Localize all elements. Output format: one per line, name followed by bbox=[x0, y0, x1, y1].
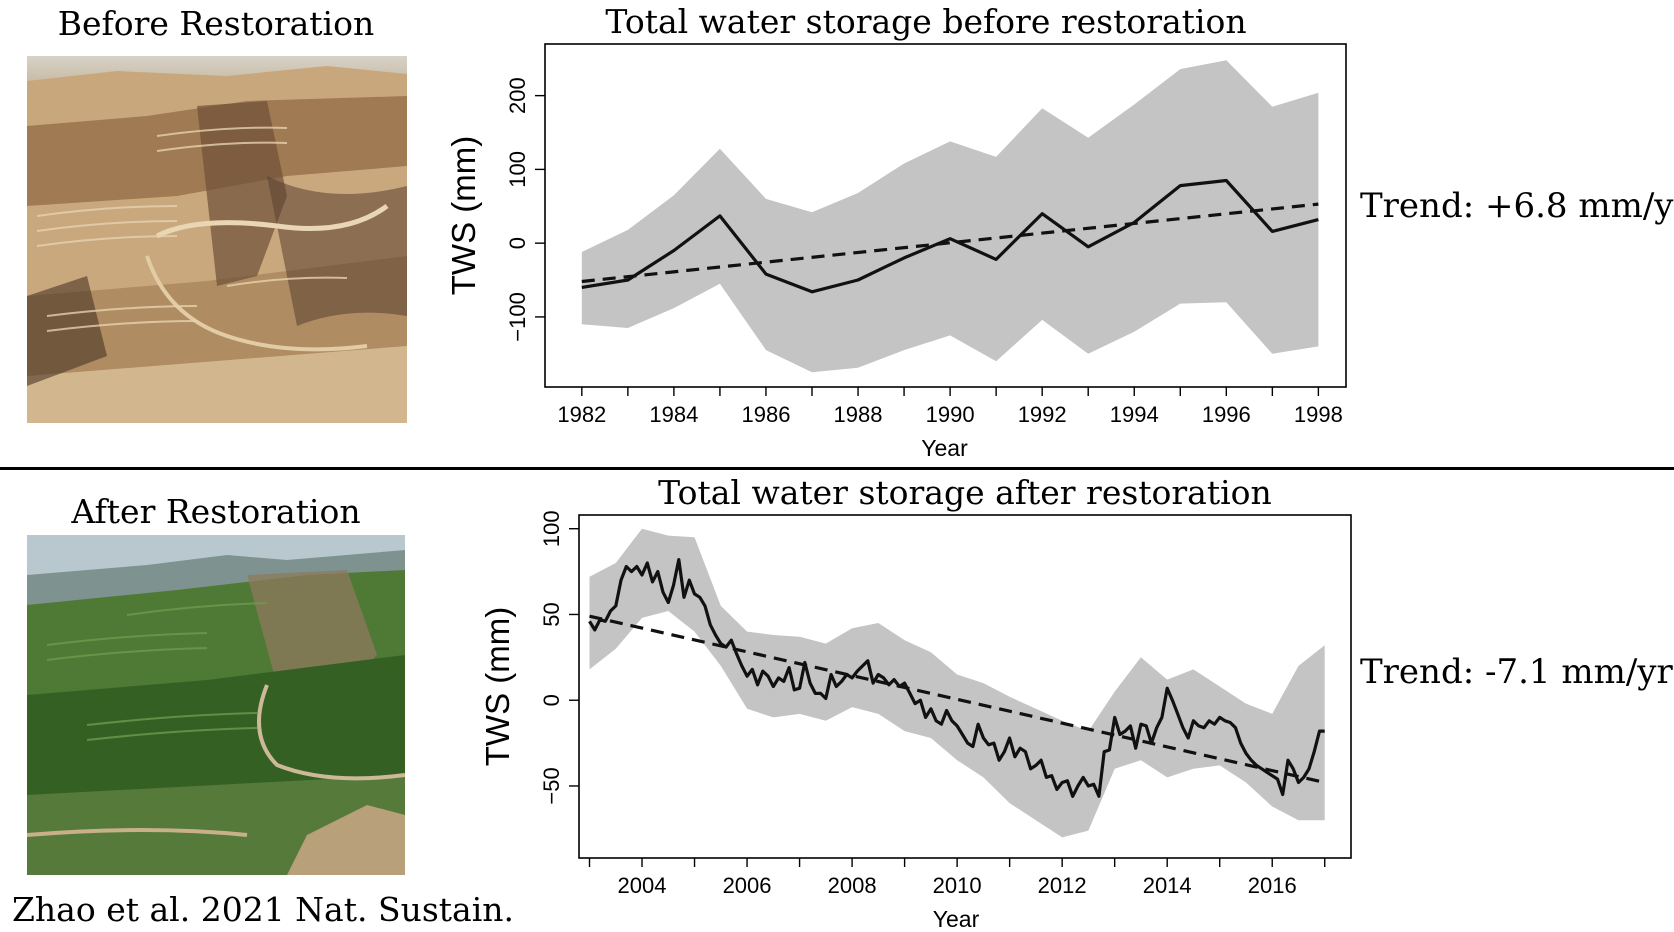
before-y-tick-label: −100 bbox=[505, 292, 530, 342]
after-x-tick-label: 2016 bbox=[1248, 873, 1297, 898]
after-plot-frame bbox=[578, 514, 1352, 859]
before-chart: 1982 1984 1986 1988 1990 1992 1994 1996 1998 Year… bbox=[445, 43, 1347, 461]
after-restoration-photo bbox=[27, 535, 405, 875]
after-y-tick-label: 50 bbox=[539, 602, 564, 626]
before-trend-line bbox=[581, 202, 1319, 284]
before-tws-line bbox=[581, 178, 1319, 294]
before-x-tick-label: 1986 bbox=[741, 402, 790, 427]
before-x-tick-label: 1998 bbox=[1294, 402, 1343, 427]
before-y-axis-label: TWS (mm) bbox=[445, 136, 482, 295]
after-photo-label: After Restoration bbox=[71, 492, 361, 531]
after-tws-line bbox=[588, 557, 1325, 798]
before-x-tick-label: 1982 bbox=[557, 402, 606, 427]
after-chart: 2004 2006 2008 2010 2012 2014 2016 Year −50 0 50 10… bbox=[479, 510, 1352, 932]
after-x-axis-label: Year bbox=[933, 906, 980, 932]
panel-divider bbox=[0, 467, 1674, 470]
before-restoration-photo bbox=[27, 56, 407, 423]
before-y-tick-label: 100 bbox=[505, 151, 530, 188]
after-x-tick-label: 2004 bbox=[618, 873, 667, 898]
before-y-tick-label: 0 bbox=[505, 237, 530, 249]
trend-label-after: Trend: -7.1 mm/yr bbox=[1360, 652, 1673, 692]
before-x-tick-label: 1990 bbox=[926, 402, 975, 427]
before-x-tick-label: 1984 bbox=[649, 402, 698, 427]
chart-title-before: Total water storage before restoration bbox=[605, 2, 1247, 41]
before-x-axis-label: Year bbox=[921, 435, 968, 461]
after-x-tick-label: 2012 bbox=[1038, 873, 1087, 898]
after-x-tick-label: 2006 bbox=[723, 873, 772, 898]
before-photo-label: Before Restoration bbox=[57, 4, 375, 43]
before-y-tick-label: 200 bbox=[505, 77, 530, 114]
before-x-tick-label: 1994 bbox=[1110, 402, 1159, 427]
before-x-tick-label: 1992 bbox=[1018, 402, 1067, 427]
after-y-tick-label: 0 bbox=[539, 694, 564, 706]
chart-title-after: Total water storage after restoration bbox=[658, 473, 1272, 512]
after-y-axis-label: TWS (mm) bbox=[479, 607, 516, 766]
after-x-tick-label: 2010 bbox=[933, 873, 982, 898]
after-uncertainty-band bbox=[589, 528, 1325, 838]
after-x-tick-label: 2014 bbox=[1143, 873, 1192, 898]
trend-label-before: Trend: +6.8 mm/yr bbox=[1360, 186, 1674, 226]
before-x-tick-label: 1996 bbox=[1202, 402, 1251, 427]
after-y-tick-label: 100 bbox=[539, 510, 564, 547]
before-x-tick-label: 1988 bbox=[834, 402, 883, 427]
after-x-tick-label: 2008 bbox=[828, 873, 877, 898]
before-plot-frame bbox=[544, 43, 1347, 388]
after-y-tick-label: −50 bbox=[539, 767, 564, 804]
citation: Zhao et al. 2021 Nat. Sustain. bbox=[12, 890, 514, 929]
before-uncertainty-band bbox=[581, 60, 1319, 373]
